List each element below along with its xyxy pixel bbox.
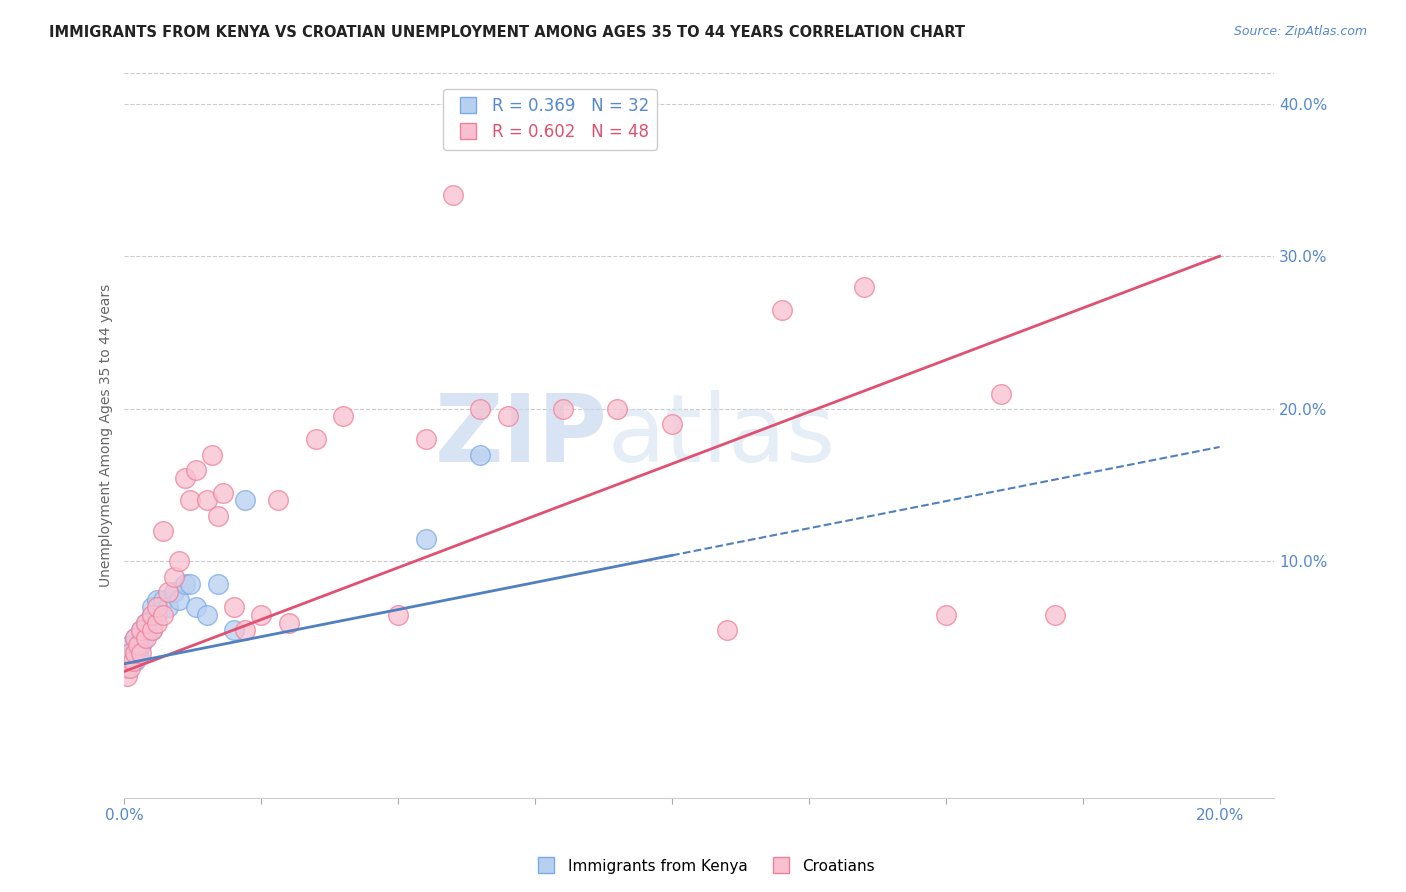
Point [141,600,163,615]
Point [146,592,169,607]
Point [124,631,146,645]
Legend: Immigrants from Kenya, Croatians: Immigrants from Kenya, Croatians [524,853,882,880]
Point [173,470,195,484]
Point [124,631,146,645]
Point [770,302,793,317]
Point [267,493,290,508]
Point [124,646,146,660]
Point [163,570,186,584]
Point [118,661,141,675]
Point [184,463,207,477]
Point [121,646,143,660]
Point [163,585,186,599]
Text: ZIP: ZIP [434,390,607,482]
Point [470,448,492,462]
Point [135,615,157,630]
Point [115,669,138,683]
Point [222,623,245,637]
Point [118,654,141,668]
Point [935,607,957,622]
Point [132,631,155,645]
Point [250,607,273,622]
Point [173,577,195,591]
Point [233,493,256,508]
Text: IMMIGRANTS FROM KENYA VS CROATIAN UNEMPLOYMENT AMONG AGES 35 TO 44 YEARS CORRELA: IMMIGRANTS FROM KENYA VS CROATIAN UNEMPL… [49,25,965,40]
Point [124,654,146,668]
Point [716,623,738,637]
Point [441,188,464,202]
Point [551,401,574,416]
Point [118,639,141,653]
Text: atlas: atlas [607,390,835,482]
Point [121,654,143,668]
Point [118,646,141,660]
Point [195,607,218,622]
Point [990,386,1012,401]
Point [387,607,409,622]
Point [141,623,163,637]
Point [207,508,229,523]
Point [470,401,492,416]
Point [141,623,163,637]
Point [167,592,190,607]
Point [135,615,157,630]
Point [157,585,180,599]
Point [415,532,437,546]
Point [212,485,235,500]
Point [135,623,157,637]
Point [115,661,138,675]
Point [146,600,169,615]
Y-axis label: Unemployment Among Ages 35 to 44 years: Unemployment Among Ages 35 to 44 years [100,284,114,587]
Point [157,600,180,615]
Point [129,646,152,660]
Point [661,417,683,431]
Point [152,607,174,622]
Point [201,448,224,462]
Legend: R = 0.369   N = 32, R = 0.602   N = 48: R = 0.369 N = 32, R = 0.602 N = 48 [443,88,657,150]
Point [233,623,256,637]
Point [606,401,628,416]
Point [415,433,437,447]
Point [129,639,152,653]
Point [167,554,190,568]
Point [222,600,245,615]
Point [135,631,157,645]
Point [332,409,354,424]
Point [852,279,875,293]
Point [127,646,149,660]
Point [179,493,201,508]
Text: Source: ZipAtlas.com: Source: ZipAtlas.com [1233,25,1367,38]
Point [207,577,229,591]
Point [129,631,152,645]
Point [305,433,328,447]
Point [1045,607,1067,622]
Point [129,623,152,637]
Point [152,592,174,607]
Point [146,615,169,630]
Point [179,577,201,591]
Point [184,600,207,615]
Point [496,409,519,424]
Point [129,623,152,637]
Point [146,607,169,622]
Point [195,493,218,508]
Point [127,639,149,653]
Point [141,607,163,622]
Point [124,646,146,660]
Point [141,607,163,622]
Point [152,524,174,538]
Point [277,615,299,630]
